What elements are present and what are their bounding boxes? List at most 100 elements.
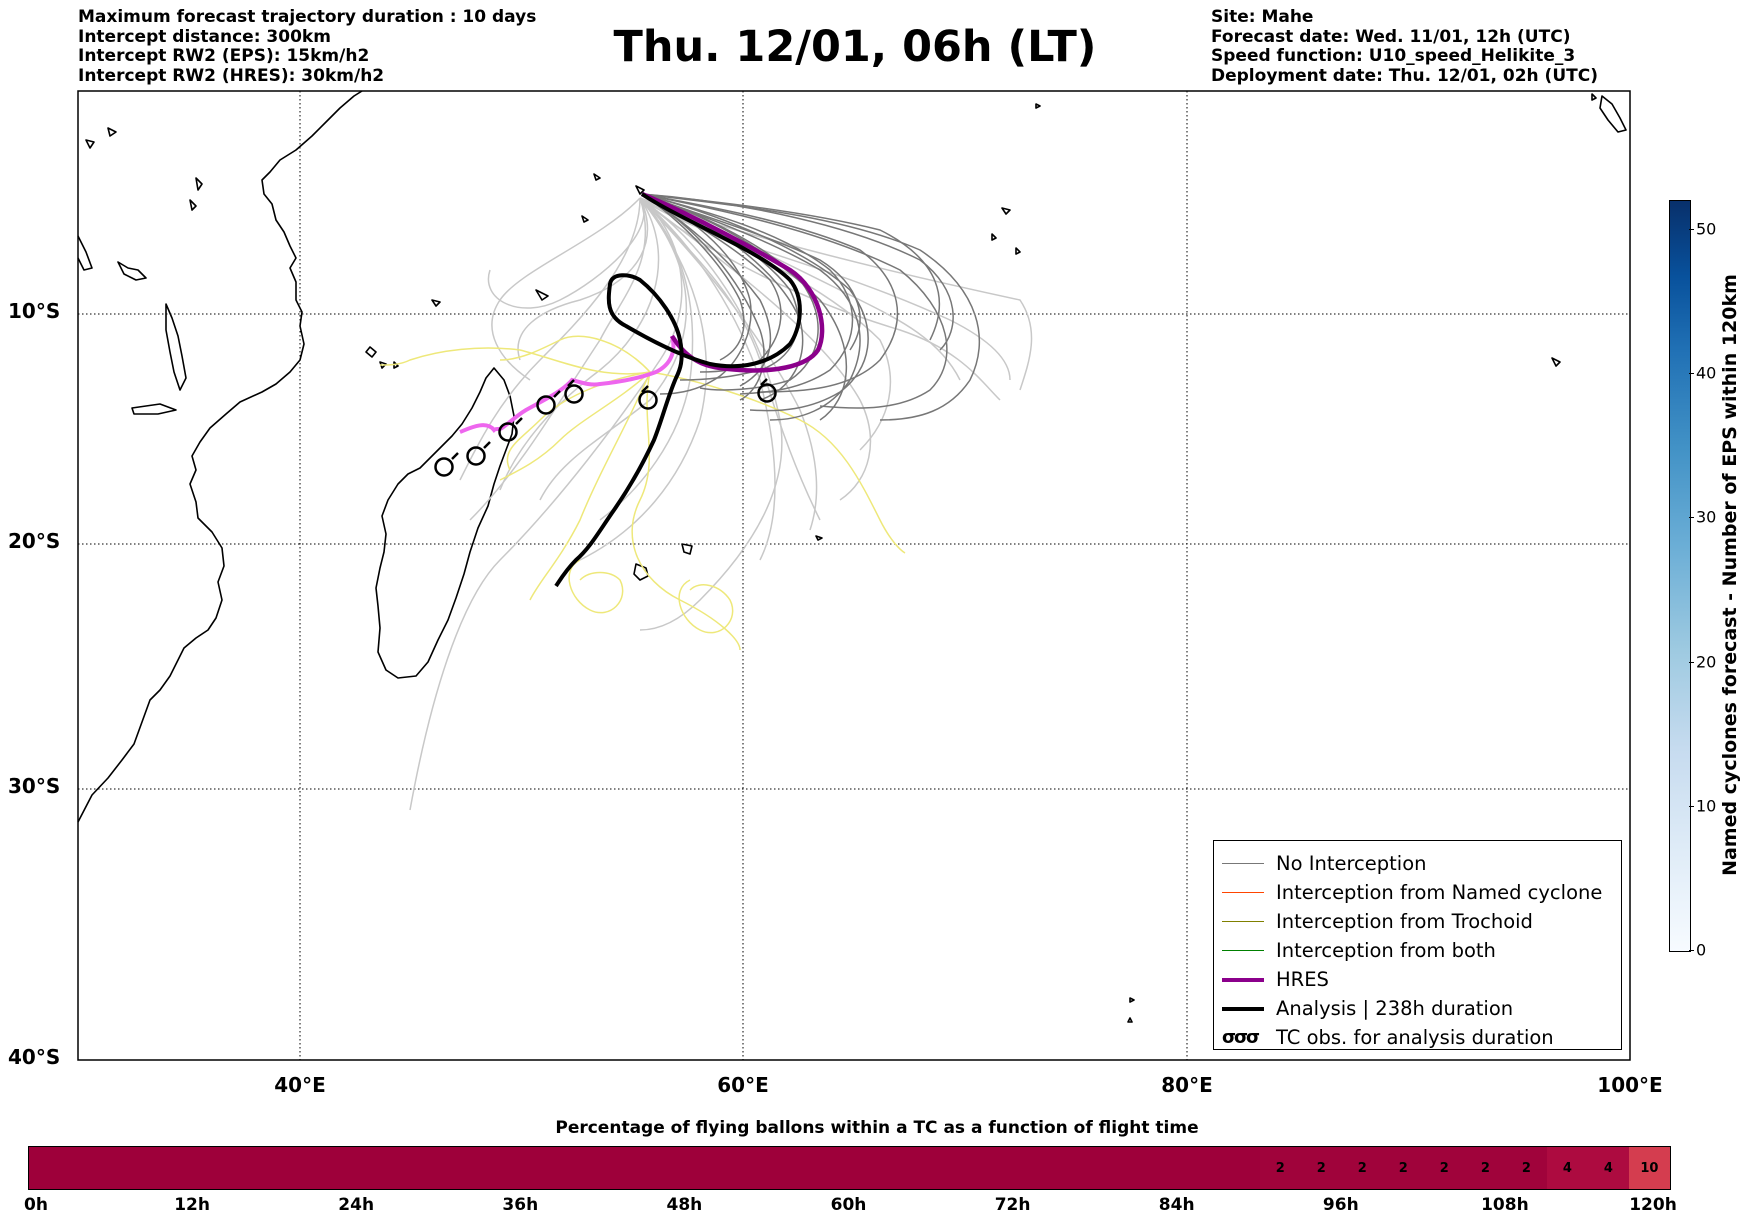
colorbar-tick-label: 10 <box>1696 796 1717 816</box>
colorbar-tick-mark <box>1689 373 1694 375</box>
coast-lake-north <box>77 235 93 271</box>
header-site: Site: Mahe <box>1211 7 1314 27</box>
lat-label-40s: 40°S <box>8 1045 61 1069</box>
coast-islands-nw <box>85 127 117 149</box>
time-bar-cell: 2 <box>1464 1147 1506 1189</box>
map-frame <box>77 90 1631 1061</box>
header-forecast-date: Forecast date: Wed. 11/01, 12h (UTC) <box>1211 26 1571 47</box>
coast-africa <box>77 90 363 823</box>
colorbar-tick-label: 20 <box>1696 652 1717 672</box>
colorbar-tick-mark <box>1689 517 1694 519</box>
time-bar-tick-label: 12h <box>174 1195 210 1215</box>
legend-item: Analysis | 238h duration <box>1214 994 1621 1023</box>
tc-obs-symbols <box>434 378 777 477</box>
colorbar-tick-mark <box>1689 805 1694 807</box>
time-bar-tick-label: 120h <box>1629 1195 1677 1215</box>
legend-item: σσσ TC obs. for analysis duration <box>1214 1023 1621 1052</box>
header-deployment-date: Deployment date: Thu. 12/01, 02h (UTC) <box>1211 65 1598 86</box>
time-bar-cell: 2 <box>1382 1147 1424 1189</box>
page-title: Thu. 12/01, 06h (LT) <box>613 22 1097 72</box>
legend-item: Interception from Named cyclone <box>1214 878 1621 907</box>
tc-symbol-6 <box>638 385 658 410</box>
map-gridlines <box>78 91 1630 1060</box>
tc-symbol-2 <box>466 441 491 466</box>
colorbar-eps-count <box>1669 200 1691 952</box>
header-intercept-hres: Intercept RW2 (HRES): 30km/h2 <box>78 65 385 86</box>
coast-reunion <box>633 563 649 581</box>
time-bar-tick-label: 60h <box>830 1195 867 1215</box>
colorbar-tick-label: 30 <box>1696 507 1717 527</box>
coast-lake-malawi <box>165 303 187 391</box>
time-bar-tick-label: 108h <box>1481 1195 1529 1215</box>
colorbar-tick-label: 40 <box>1696 363 1717 383</box>
time-bar-tick-label: 36h <box>502 1195 539 1215</box>
header-intercept-eps: Intercept RW2 (EPS): 15km/h2 <box>78 46 370 66</box>
colorbar-title: Named cyclones forecast - Number of EPS … <box>1719 274 1741 876</box>
legend-line-swatch <box>1222 949 1264 952</box>
legend-line-swatch <box>1222 862 1264 865</box>
time-bar: 2 2 2 2 2 2 2 4 4 10 <box>28 1146 1671 1190</box>
lat-label-30s: 30°S <box>8 774 61 798</box>
tc-symbol-7 <box>757 378 777 403</box>
tc-symbol-3 <box>498 417 523 442</box>
coast-seychelles <box>593 173 645 195</box>
time-bar-cell: 2 <box>1341 1147 1383 1189</box>
tc-symbol-4 <box>536 390 561 415</box>
header-speed-function: Speed function: U10_speed_Helikite_3 <box>1211 46 1576 66</box>
coast-madagascar <box>375 367 515 679</box>
analysis-track <box>554 192 802 588</box>
legend-item: HRES <box>1214 965 1621 994</box>
coast-st-paul <box>1127 997 1135 1023</box>
coast-lake-tanganyika <box>117 261 147 281</box>
time-bar-cell: 4 <box>1546 1147 1588 1189</box>
legend-label: TC obs. for analysis duration <box>1276 1026 1554 1049</box>
legend-item: Interception from both <box>1214 936 1621 965</box>
colorbar-tick-mark <box>1689 228 1694 230</box>
tc-symbol-1 <box>434 452 459 477</box>
time-bar-cell: 2 <box>1259 1147 1301 1189</box>
time-bar-cell: 2 <box>1423 1147 1465 1189</box>
lat-label-20s: 20°S <box>8 529 61 553</box>
colorbar-tick-label: 0 <box>1696 940 1707 960</box>
time-bar-tick-label: 0h <box>24 1195 48 1215</box>
time-bar-cell: 4 <box>1587 1147 1629 1189</box>
legend-line-swatch <box>1222 977 1264 982</box>
time-bar-tick-label: 24h <box>338 1195 375 1215</box>
time-bar-cell: 10 <box>1628 1147 1670 1189</box>
legend-label: Interception from Trochoid <box>1276 910 1533 933</box>
map-legend: No Interception Interception from Named c… <box>1213 840 1622 1050</box>
colorbar-tick-mark <box>1689 950 1694 951</box>
tc-symbol-5 <box>564 379 584 404</box>
legend-label: No Interception <box>1276 852 1427 875</box>
lon-label-80e: 80°E <box>1161 1073 1213 1097</box>
coastlines <box>77 90 1627 1023</box>
time-bar-cell <box>29 1147 1260 1189</box>
coast-lake-south <box>131 403 177 415</box>
coast-cocos <box>1551 357 1561 367</box>
lon-label-60e: 60°E <box>717 1073 769 1097</box>
legend-line-swatch <box>1222 920 1264 923</box>
time-bar-cell: 2 <box>1505 1147 1547 1189</box>
lon-label-40e: 40°E <box>274 1073 326 1097</box>
time-bar-tick-label: 84h <box>1158 1195 1195 1215</box>
legend-label: HRES <box>1276 968 1329 991</box>
hres-track <box>641 191 825 373</box>
ensemble-tracks-light <box>409 197 1033 811</box>
lat-label-10s: 10°S <box>8 299 61 323</box>
header-left-info: Maximum forecast trajectory duration : 1… <box>78 7 537 86</box>
cyclone-symbol-icon: σσσ <box>1222 1027 1260 1048</box>
legend-line-swatch <box>1222 891 1264 894</box>
header-right-info: Site: Mahe Forecast date: Wed. 11/01, 12… <box>1211 7 1598 86</box>
time-bar-title: Percentage of flying ballons within a TC… <box>555 1118 1199 1138</box>
legend-item: Interception from Trochoid <box>1214 907 1621 936</box>
coast-zanzibar <box>189 177 203 211</box>
header-max-duration: Maximum forecast trajectory duration : 1… <box>78 7 537 27</box>
legend-line-swatch <box>1222 1006 1264 1011</box>
legend-item: No Interception <box>1214 849 1621 878</box>
coast-rodrigues <box>815 535 823 541</box>
time-bar-tick-label: 48h <box>666 1195 703 1215</box>
time-bar-tick-label: 96h <box>1322 1195 1359 1215</box>
colorbar-tick-label: 50 <box>1696 219 1717 239</box>
header-intercept-distance: Intercept distance: 300km <box>78 26 331 47</box>
coast-islands-ne <box>1035 93 1597 109</box>
